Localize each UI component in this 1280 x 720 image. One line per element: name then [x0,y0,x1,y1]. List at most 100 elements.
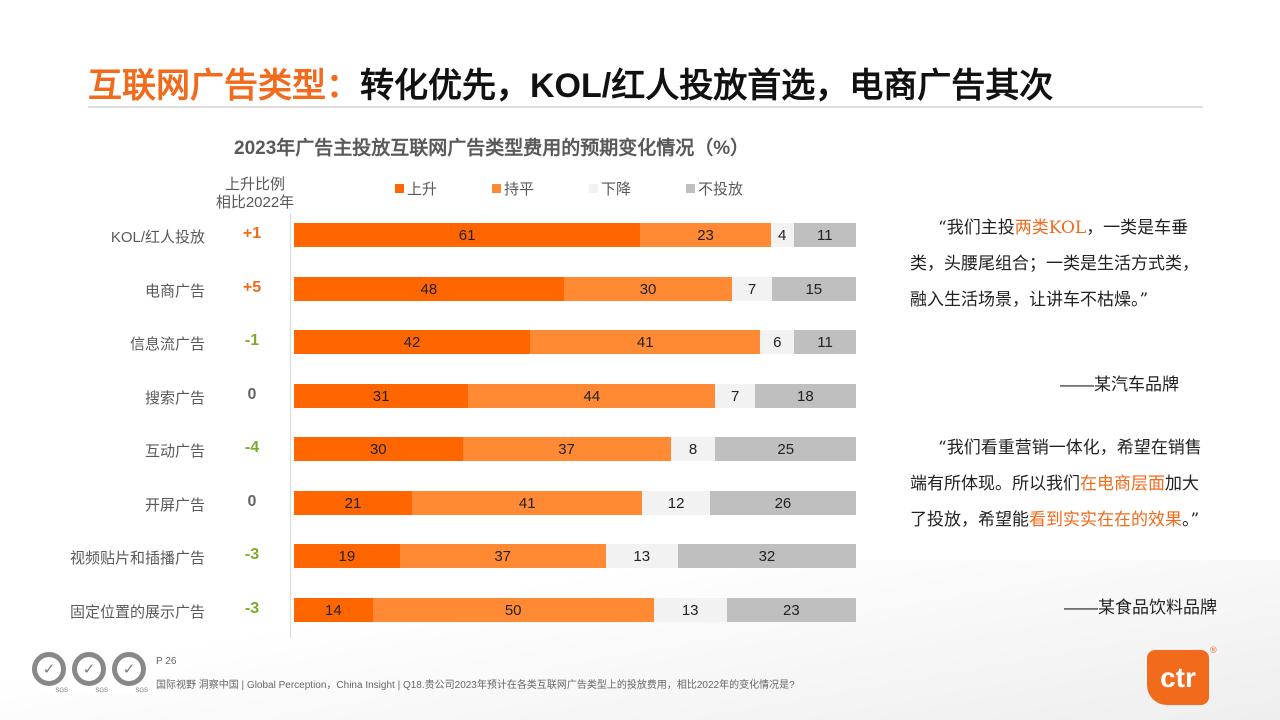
bar-segment-持平: 23 [640,223,771,247]
category-label: 互动广告 [144,443,205,460]
bar-segment-下降: 6 [760,330,795,354]
quote-text: 。” [1182,510,1200,530]
chart-row: 开屏广告 0 21 41 12 26 [0,491,860,515]
background-decoration [0,560,1280,720]
legend-swatch [589,184,598,193]
bar-segment-不投放: 11 [793,223,856,247]
stacked-bar: 21 41 12 26 [294,491,856,515]
title-rest: 转化优先，KOL/红人投放首选，电商广告其次 [360,67,1054,105]
change-value: -3 [244,546,260,563]
legend-item: 下降 [589,178,686,199]
sgs-badge: ✓ SGS [30,652,68,694]
page-number: P 26 [156,656,177,667]
bar-segment-上升: 30 [294,437,463,461]
bar-segment-不投放: 25 [715,437,856,461]
quote-highlight: 两类KOL [1014,218,1087,238]
legend-swatch [686,184,695,193]
quote-highlight: 看到实实在在的效果 [1029,510,1182,530]
change-header-line1: 上升比例 [224,176,285,193]
legend-label: 上升 [407,181,438,198]
sgs-label: SGS [135,688,148,694]
change-value: +1 [242,225,262,242]
category-label: 视频贴片和插播广告 [69,550,205,567]
sgs-label: SGS [95,688,108,694]
sgs-badge: ✓ SGS [110,652,148,694]
category-label: 电商广告 [144,283,205,300]
bar-segment-下降: 8 [670,437,716,461]
bar-segment-下降: 7 [715,384,755,408]
change-value: +5 [242,279,262,296]
chart-row: 信息流广告 -1 42 41 6 11 [0,330,860,354]
legend-swatch [395,184,404,193]
legend-label: 持平 [504,181,535,198]
legend-label: 下降 [601,181,632,198]
bar-segment-下降: 12 [642,491,710,515]
bar-segment-下降: 13 [605,544,678,568]
quote-source-food: ——某食品饮料品牌 [1064,598,1217,617]
bar-segment-持平: 41 [412,491,643,515]
change-header: 上升比例 相比2022年 [205,176,305,212]
sgs-badge: ✓ SGS [70,652,108,694]
bar-segment-不投放: 23 [726,598,856,622]
sgs-check-icon: ✓ [72,652,106,686]
stacked-bar: 14 50 13 23 [294,598,856,622]
sgs-check-icon: ✓ [112,652,146,686]
bar-segment-持平: 44 [468,384,716,408]
stacked-bar: 42 41 6 11 [294,330,856,354]
bar-segment-不投放: 32 [677,544,856,568]
quote-auto: “我们主投两类KOL，一类是车垂类，头腰尾组合；一类是生活方式类，融入生活场景，… [910,210,1210,318]
bar-segment-上升: 21 [294,491,413,515]
quote-food: “我们看重营销一体化，希望在销售端有所体现。所以我们在电商层面加大了投放，希望能… [910,430,1210,538]
bar-segment-上升: 14 [294,598,373,622]
chart-row: 搜索广告 0 31 44 7 18 [0,384,860,408]
change-value: -1 [244,332,260,349]
ctr-logo: ctr [1147,650,1209,705]
quote-text: 加大了投放，希望能 [910,474,1199,530]
bar-segment-持平: 50 [372,598,654,622]
legend-item: 上升 [395,178,492,199]
bar-segment-上升: 61 [294,223,641,247]
page-title: 互联网广告类型：转化优先，KOL/红人投放首选，电商广告其次 [88,58,1053,107]
chart-row: 互动广告 -4 30 37 8 25 [0,437,860,461]
stacked-bar: 48 30 7 15 [294,277,856,301]
bar-segment-上升: 48 [294,277,564,301]
category-label: 开屏广告 [144,497,205,514]
chart-row: 固定位置的展示广告 -3 14 50 13 23 [0,598,860,622]
quote-source-auto: ——某汽车品牌 [1060,375,1179,394]
footer-text: 国际视野 洞察中国 | Global Perception，China Insi… [156,680,795,691]
stacked-bar: 19 37 13 32 [294,544,856,568]
bar-segment-持平: 37 [462,437,671,461]
bar-segment-不投放: 26 [709,491,856,515]
bar-segment-持平: 41 [530,330,761,354]
quote-text: “我们主投 [938,218,1015,238]
category-label: 固定位置的展示广告 [69,604,205,621]
change-header-line2: 相比2022年 [215,194,295,211]
sgs-certification-logos: ✓ SGS ✓ SGS ✓ SGS [28,650,150,694]
stacked-bar: 61 23 4 11 [294,223,856,247]
quote-text: ，一类是车垂类，头腰尾组合；一类是生活方式类，融入生活场景，让讲车不枯燥。” [910,218,1199,310]
bar-segment-持平: 37 [399,544,606,568]
bar-segment-下降: 7 [732,277,772,301]
category-axis [290,214,291,638]
legend-label: 不投放 [698,181,744,198]
category-label: 搜索广告 [144,390,205,407]
change-value: -3 [244,600,260,617]
bar-segment-上升: 19 [294,544,400,568]
sgs-label: SGS [55,688,68,694]
change-value: 0 [247,493,257,510]
legend-item: 不投放 [686,178,783,199]
chart-row: KOL/红人投放 +1 61 23 4 11 [0,223,860,247]
bar-segment-不投放: 11 [794,330,856,354]
bar-segment-上升: 42 [294,330,531,354]
legend-swatch [492,184,501,193]
change-value: -4 [244,439,260,456]
registered-icon: ® [1210,645,1217,655]
stacked-bar: 31 44 7 18 [294,384,856,408]
quote-text: “我们看重营销一体化，希望在销售端有所体现。所以我们 [910,438,1202,494]
change-value: 0 [247,386,257,403]
bar-segment-上升: 31 [294,384,469,408]
category-label: 信息流广告 [129,336,205,353]
chart-title: 2023年广告主投放互联网广告类型费用的预期变化情况（%） [234,138,750,159]
title-highlight: 互联网广告类型： [88,67,360,105]
bar-segment-不投放: 15 [771,277,856,301]
